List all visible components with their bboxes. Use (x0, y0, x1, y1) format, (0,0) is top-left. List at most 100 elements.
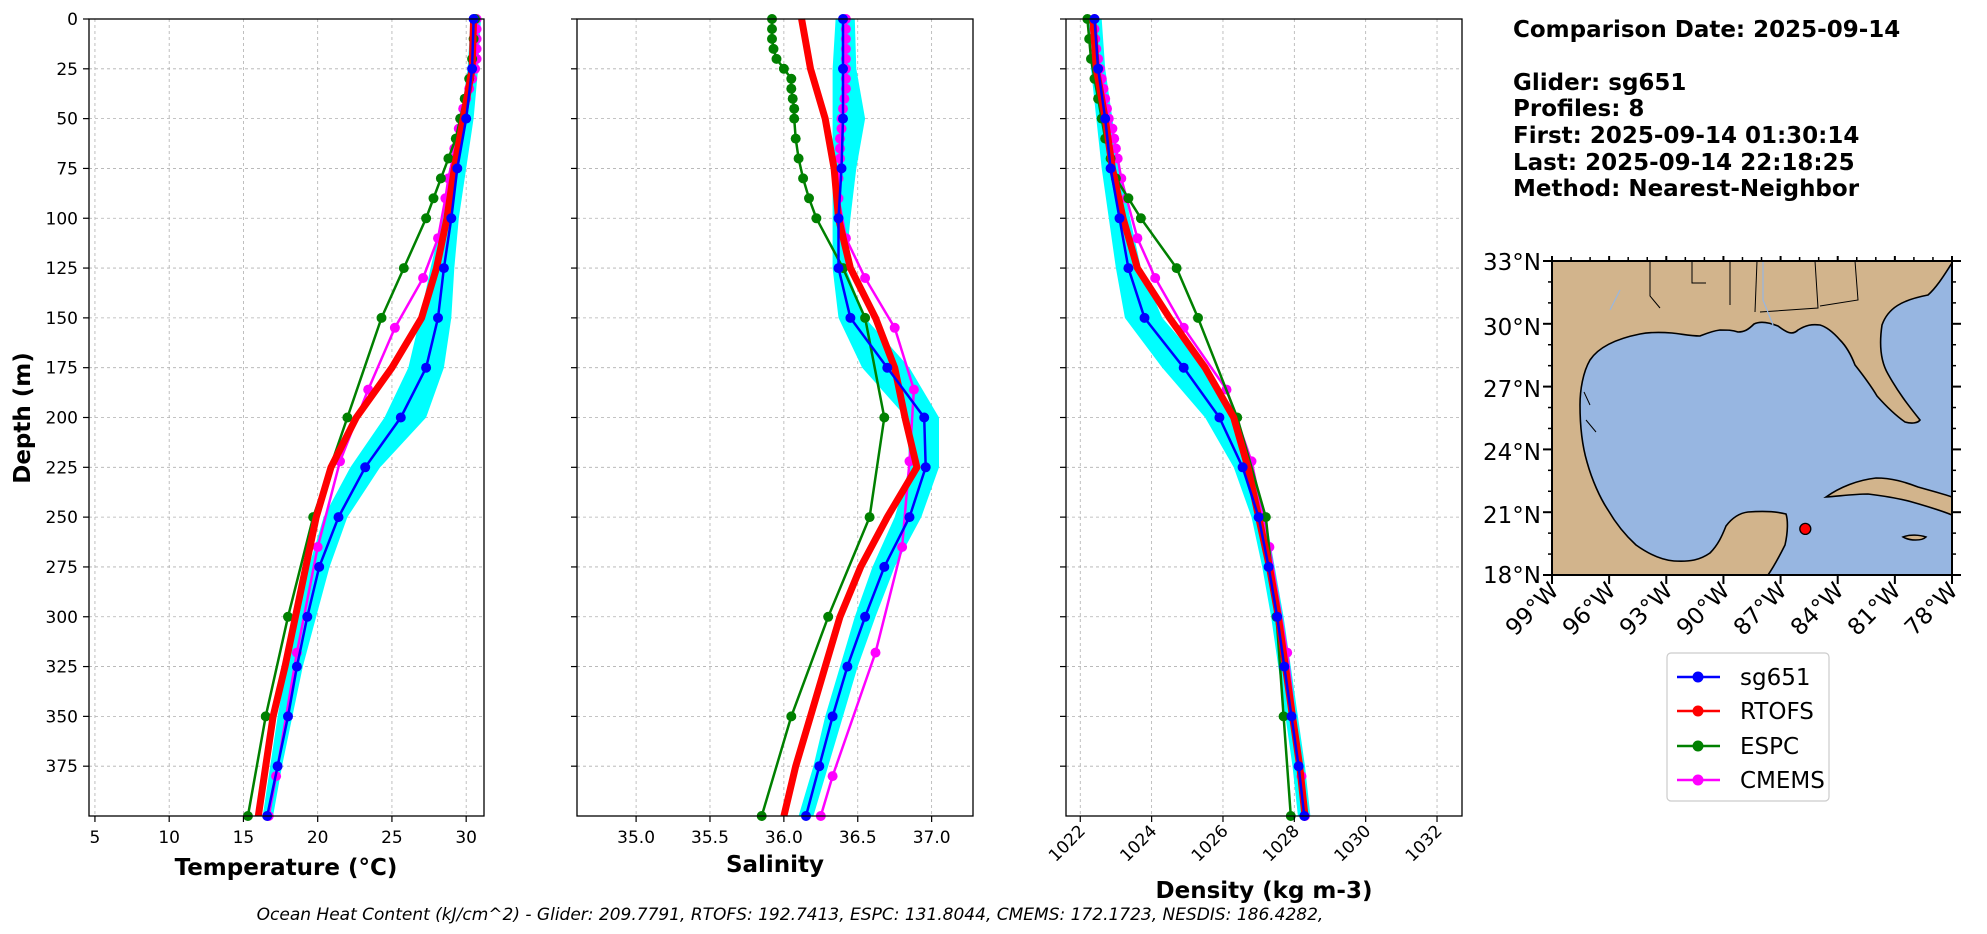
sg651-point (446, 213, 457, 224)
sg651-point (467, 63, 478, 74)
sg651-point (1100, 113, 1111, 124)
map-frame (1551, 260, 1953, 576)
espc-point (786, 73, 797, 84)
legend-item-cmems: CMEMS (1677, 768, 1825, 794)
espc-point (767, 24, 777, 34)
info-block: Comparison Date: 2025-09-14 Glider: sg65… (1513, 17, 1900, 202)
espc-point (767, 33, 777, 44)
y-tick-label: 25 (56, 60, 78, 80)
espc-point (771, 53, 782, 64)
espc-point (789, 103, 800, 114)
rtofs-series (254, 18, 478, 817)
y-tick-label: 275 (46, 558, 78, 578)
y-tick-label: 150 (46, 309, 78, 329)
y-tick-label: 0 (67, 10, 78, 30)
sg651-point (1293, 761, 1304, 772)
cmems-point (389, 322, 400, 333)
lon-label: 81°W (1843, 578, 1906, 641)
sg651-point (842, 661, 853, 672)
glider-location-marker (1799, 522, 1812, 536)
river-1 (1762, 261, 1774, 326)
interpolation-method: Method: Nearest-Neighbor (1513, 176, 1860, 202)
x-tick-label: 1032 (1402, 821, 1447, 866)
y-tick-label: 100 (46, 209, 78, 229)
sg651-point (833, 263, 844, 274)
sg651-point (879, 561, 890, 572)
sg651-point (882, 362, 893, 373)
sg651-point (360, 462, 371, 473)
sg651-point (283, 711, 293, 722)
sg651-point (827, 711, 838, 722)
lon-label: 87°W (1729, 578, 1792, 641)
salinity-x-ticks: 35.0 35.5 36.0 36.5 37.0 (617, 816, 951, 848)
espc-point (879, 412, 890, 423)
legend-label: ESPC (1740, 734, 1799, 760)
espc-point (283, 611, 293, 622)
espc-point (787, 93, 798, 104)
legend-marker (1692, 671, 1704, 683)
x-tick-label: 35.5 (691, 828, 729, 848)
sg651-point (433, 312, 443, 323)
first-profile-time: First: 2025-09-14 01:30:14 (1513, 123, 1859, 149)
espc-point (823, 611, 834, 622)
cmems-point (1150, 273, 1161, 283)
cmems-point (870, 647, 881, 658)
espc-point (804, 193, 814, 204)
density-series (1082, 14, 1310, 821)
lat-label: 30°N (1483, 315, 1541, 341)
cmems-point (312, 542, 323, 552)
sg651-point (860, 611, 871, 622)
sg651-point (920, 462, 931, 473)
y-tick-label: 75 (56, 159, 78, 179)
sg651-point (814, 761, 825, 772)
density-y-ticks (1060, 18, 1066, 767)
espc-point (1193, 312, 1203, 323)
legend-label: sg651 (1740, 665, 1810, 691)
x-tick-label: 1022 (1045, 821, 1090, 866)
legend-item-sg651: sg651 (1677, 665, 1810, 691)
sg651-point (333, 512, 344, 523)
map-ticks (1543, 256, 1961, 584)
density-panel: 1022 1024 1026 1028 1030 1032 Density (kg m-3… (1045, 14, 1463, 904)
x-tick-label: 35.0 (617, 828, 655, 848)
legend-box (1666, 652, 1830, 802)
cmems-point (889, 322, 900, 333)
cmems-point (860, 273, 871, 283)
salinity-y-ticks (571, 18, 577, 767)
legend-label: CMEMS (1740, 768, 1825, 794)
y-tick-label: 375 (46, 757, 78, 777)
glider-name: Glider: sg651 (1513, 70, 1686, 96)
salinity-series (756, 14, 931, 821)
lat-label: 33°N (1483, 250, 1541, 276)
lat-label: 18°N (1483, 563, 1541, 589)
map-land (1552, 261, 1952, 575)
sg651-point (1263, 561, 1274, 572)
x-tick-label: 25 (381, 828, 403, 848)
sg651-point (314, 561, 325, 572)
state-borders (1583, 260, 1859, 433)
cmems-point (839, 93, 850, 104)
sg651-point (452, 163, 463, 174)
cmems-point (418, 273, 429, 283)
cmems-point (835, 143, 845, 154)
espc-point (398, 263, 409, 274)
espc-point (1171, 263, 1182, 274)
espc-point (789, 113, 800, 124)
y-tick-label: 200 (46, 409, 78, 429)
river-2 (1609, 289, 1621, 311)
y-tick-label: 225 (46, 458, 78, 478)
temperature-y-ticks: 0 25 50 75 100 125 150 175 200 225 250 275 300 325 350… (46, 10, 89, 777)
x-tick-label: 36.5 (839, 828, 877, 848)
texas-border (1649, 261, 1661, 309)
florida-border (1819, 260, 1859, 307)
sg651-point (904, 512, 915, 523)
sg651-point (1105, 163, 1116, 174)
lon-label: 78°W (1900, 578, 1963, 641)
espc-series (756, 14, 890, 821)
legend-label: RTOFS (1740, 699, 1814, 725)
espc-point (811, 213, 822, 224)
sg651-point (845, 312, 856, 323)
sg651-point (833, 213, 844, 224)
depth-axis-label: Depth (m) (10, 352, 36, 484)
density-x-ticks: 1022 1024 1026 1028 1030 1032 (1045, 816, 1447, 866)
